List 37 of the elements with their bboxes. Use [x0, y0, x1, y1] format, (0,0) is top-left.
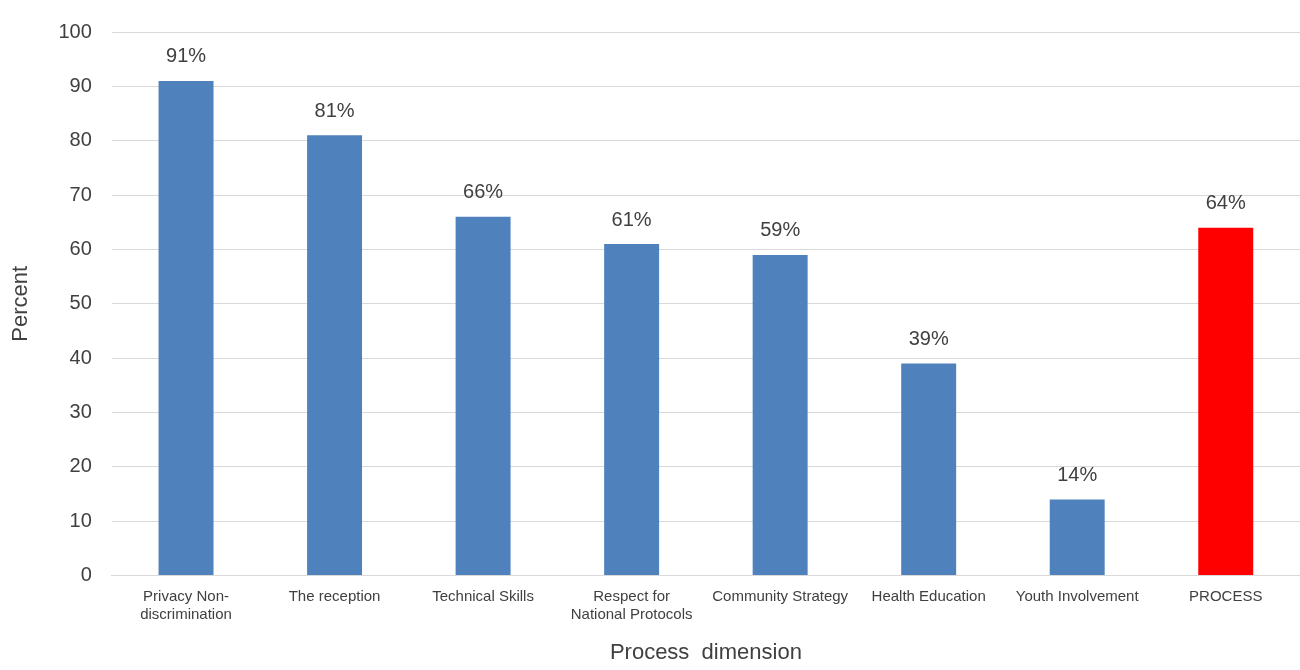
y-tick-label: 80 — [69, 128, 92, 151]
y-tick-label: 20 — [69, 454, 92, 477]
y-tick-label: 10 — [69, 508, 92, 531]
x-tick-label: The reception — [288, 586, 381, 604]
data-label: 14% — [1057, 463, 1098, 486]
x-axis-title: Process dimension — [609, 638, 802, 664]
y-tick-label: 0 — [80, 563, 92, 586]
x-tick-label: Privacy Non-discrimination — [140, 586, 232, 622]
data-label: 91% — [166, 44, 207, 67]
x-tick-label: Respect for National Protocols — [570, 586, 693, 622]
bar — [752, 254, 808, 576]
data-label: 66% — [463, 180, 504, 203]
bar — [307, 135, 363, 576]
y-tick-label: 30 — [69, 400, 92, 423]
y-tick-label: 100 — [58, 19, 92, 42]
y-tick-label: 60 — [69, 236, 92, 259]
data-label: 59% — [760, 218, 801, 241]
data-label: 64% — [1205, 191, 1246, 214]
bar — [1198, 227, 1254, 576]
y-tick-label: 50 — [69, 291, 92, 314]
x-tick-label: PROCESS — [1189, 586, 1263, 604]
y-tick-label: 40 — [69, 345, 92, 368]
bar — [901, 363, 957, 576]
x-tick-label: Youth Involvement — [1015, 586, 1140, 604]
x-tick-label: Health Education — [871, 586, 986, 604]
x-tick-label: Community Strategy — [712, 586, 849, 604]
bar — [1049, 499, 1105, 576]
bar — [604, 244, 660, 576]
bar — [158, 80, 214, 576]
bar — [455, 216, 511, 576]
y-tick-label: 90 — [69, 73, 92, 96]
data-label: 39% — [908, 327, 949, 350]
y-axis-title: Percent — [7, 265, 33, 342]
data-label: 61% — [611, 207, 652, 230]
data-label: 81% — [314, 98, 355, 121]
x-tick-label: Technical Skills — [432, 586, 534, 604]
y-tick-label: 70 — [69, 182, 92, 205]
